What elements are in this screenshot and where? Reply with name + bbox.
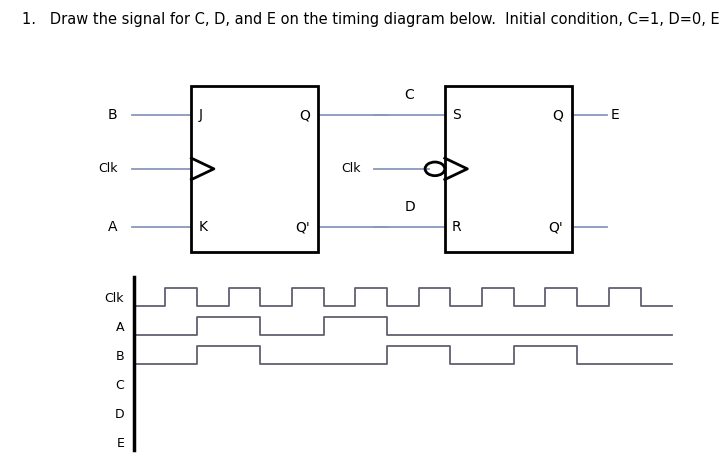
Text: Q: Q [552,108,563,122]
Text: K: K [199,220,207,234]
Text: S: S [452,108,461,122]
Text: J: J [199,108,202,122]
Text: Clk: Clk [98,162,117,176]
Text: R: R [452,220,462,234]
Text: A: A [116,321,124,334]
Text: Q: Q [299,108,310,122]
Text: D: D [404,200,415,213]
Text: A: A [108,220,117,234]
Text: D: D [114,408,124,421]
Text: E: E [611,108,619,122]
Text: B: B [108,108,117,122]
Text: Q': Q' [295,220,310,234]
Text: 1.   Draw the signal for C, D, and E on the timing diagram below.  Initial condi: 1. Draw the signal for C, D, and E on th… [22,12,720,27]
Text: Clk: Clk [341,162,360,176]
Bar [192,86,318,252]
Text: E: E [116,437,124,450]
Text: Q': Q' [549,220,563,234]
Text: C: C [115,379,124,392]
Text: Clk: Clk [104,292,124,305]
Text: C: C [405,88,415,102]
Bar [445,86,572,252]
Text: B: B [115,350,124,363]
